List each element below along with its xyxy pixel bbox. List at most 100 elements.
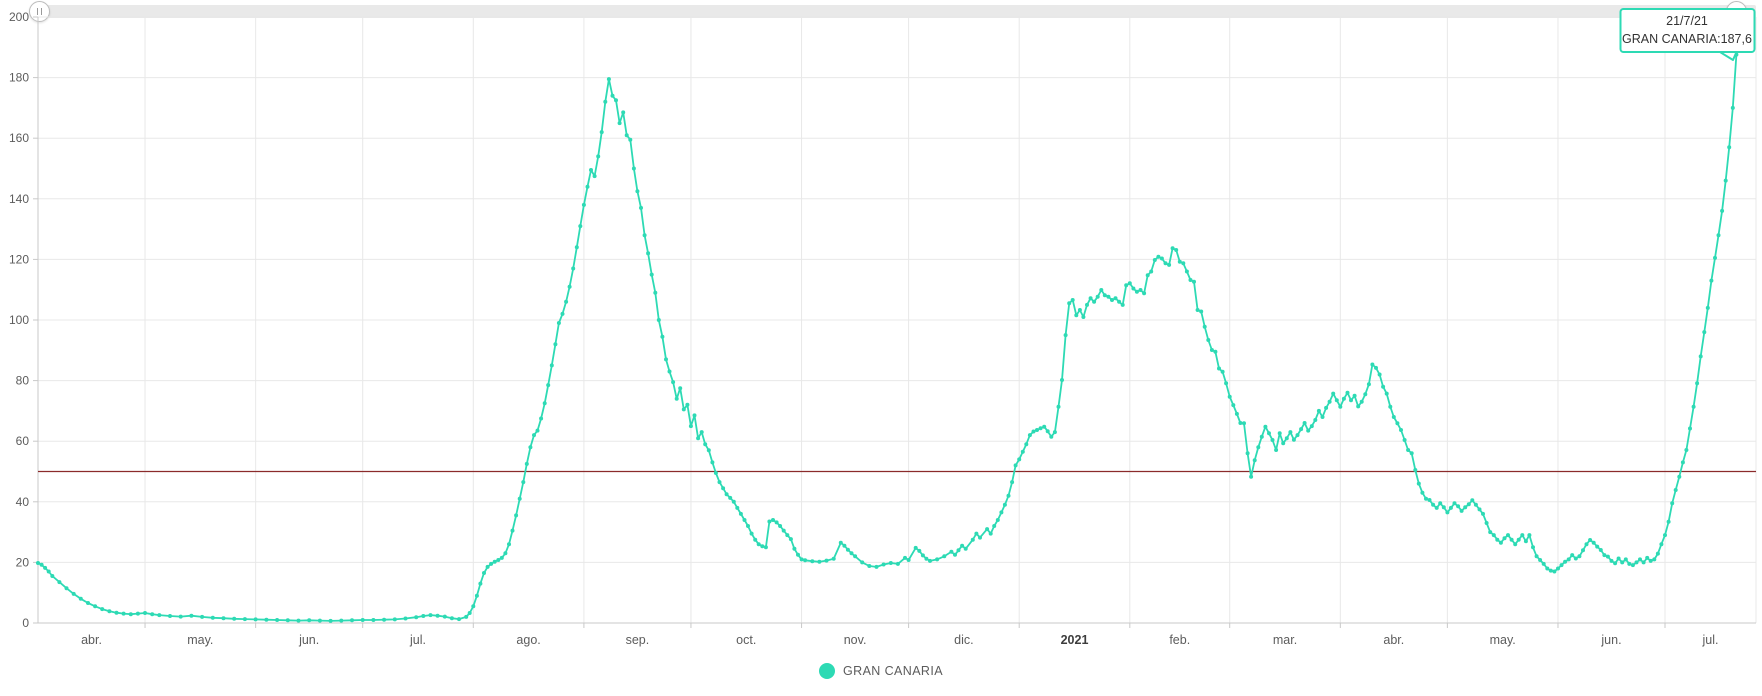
data-point: [1152, 258, 1157, 262]
data-point: [988, 531, 993, 536]
data-point: [1181, 261, 1186, 266]
data-point: [1623, 557, 1628, 562]
data-point: [1356, 404, 1361, 409]
data-point: [1056, 404, 1061, 409]
data-point: [403, 616, 408, 621]
data-point: [703, 442, 708, 447]
data-point: [553, 342, 558, 347]
data-point: [756, 542, 761, 547]
data-point: [1156, 254, 1161, 259]
data-point: [1227, 394, 1232, 399]
data-point: [610, 93, 615, 98]
data-point: [382, 617, 387, 622]
data-point: [1106, 294, 1111, 299]
data-point: [928, 558, 932, 563]
data-point: [78, 596, 83, 601]
data-point: [1602, 553, 1607, 558]
plot-area: 0 20 40 60 80 100 120 140 160 180 200 abr. may. jun. j…: [9, 10, 1757, 647]
data-point: [1117, 299, 1122, 304]
data-point: [560, 311, 565, 316]
data-point: [1552, 569, 1557, 574]
data-point: [1095, 294, 1100, 299]
data-point: [457, 617, 461, 622]
data-point: [985, 527, 990, 532]
data-point: [1206, 338, 1211, 342]
data-point: [1366, 382, 1371, 387]
line-chart[interactable]: 0 20 40 60 80 100 120 140 160 180 200 abr. may. jun. j…: [0, 0, 1762, 660]
data-point: [564, 299, 569, 304]
data-point: [1274, 448, 1279, 452]
data-point: [1559, 563, 1564, 568]
data-point: [1641, 560, 1646, 565]
data-point: [471, 604, 476, 609]
data-point: [421, 614, 426, 618]
data-point: [1481, 511, 1485, 516]
data-point: [1527, 533, 1532, 538]
data-point: [514, 513, 519, 518]
x-axis-label: feb.: [1169, 633, 1190, 647]
legend-item-gran-canaria[interactable]: GRAN CANARIA: [819, 663, 943, 679]
data-point: [617, 121, 622, 126]
data-point: [1488, 530, 1493, 535]
data-point: [1381, 384, 1386, 389]
data-point: [906, 558, 911, 562]
data-point: [1556, 566, 1560, 571]
chart-scrollbar-track[interactable]: [32, 5, 1756, 18]
data-point: [135, 611, 140, 616]
data-point: [1184, 269, 1189, 274]
x-axis-label: abr.: [81, 633, 102, 647]
data-point: [1249, 474, 1254, 479]
x-axis-label: mar.: [1273, 633, 1297, 647]
y-axis-label: 200: [9, 10, 29, 24]
data-point: [107, 609, 112, 614]
data-point: [1573, 556, 1578, 561]
y-axis-label: 180: [9, 71, 29, 85]
data-point: [1513, 542, 1518, 547]
data-point: [1566, 557, 1571, 562]
data-point: [788, 537, 793, 542]
data-point: [1374, 365, 1378, 370]
data-point: [1416, 481, 1421, 486]
data-point: [1170, 246, 1175, 251]
data-point: [1320, 415, 1325, 419]
data-point: [642, 233, 647, 238]
data-point: [1452, 501, 1457, 506]
data-point: [1723, 178, 1728, 183]
data-point: [464, 614, 469, 619]
data-point: [949, 549, 954, 554]
data-point: [128, 612, 133, 617]
data-point: [845, 547, 850, 552]
data-point: [1609, 558, 1614, 563]
data-point: [317, 618, 322, 623]
data-point: [688, 424, 693, 429]
data-point: [1031, 429, 1036, 434]
data-point: [350, 618, 354, 623]
data-point: [1338, 404, 1343, 409]
data-point: [1388, 404, 1393, 409]
data-point: [1077, 308, 1082, 312]
data-point: [1538, 558, 1543, 562]
data-point: [1120, 302, 1125, 307]
data-point: [717, 480, 722, 485]
data-point: [93, 604, 98, 609]
data-point: [1138, 288, 1143, 292]
data-point: [1099, 288, 1104, 292]
data-point: [1584, 542, 1589, 547]
data-point: [1684, 448, 1689, 452]
data-point: [232, 616, 237, 621]
y-axis-label: 40: [16, 495, 30, 509]
data-point: [442, 614, 447, 619]
data-point: [64, 586, 69, 591]
data-point: [1145, 273, 1150, 278]
data-point: [1605, 554, 1610, 559]
data-point: [371, 618, 376, 622]
data-point: [913, 545, 918, 550]
data-point: [678, 386, 683, 391]
data-point: [485, 564, 490, 569]
data-point: [517, 496, 522, 501]
data-point: [956, 548, 961, 553]
data-point: [963, 546, 968, 551]
data-point: [1224, 381, 1229, 386]
data-point: [999, 510, 1004, 515]
data-point: [242, 617, 247, 622]
